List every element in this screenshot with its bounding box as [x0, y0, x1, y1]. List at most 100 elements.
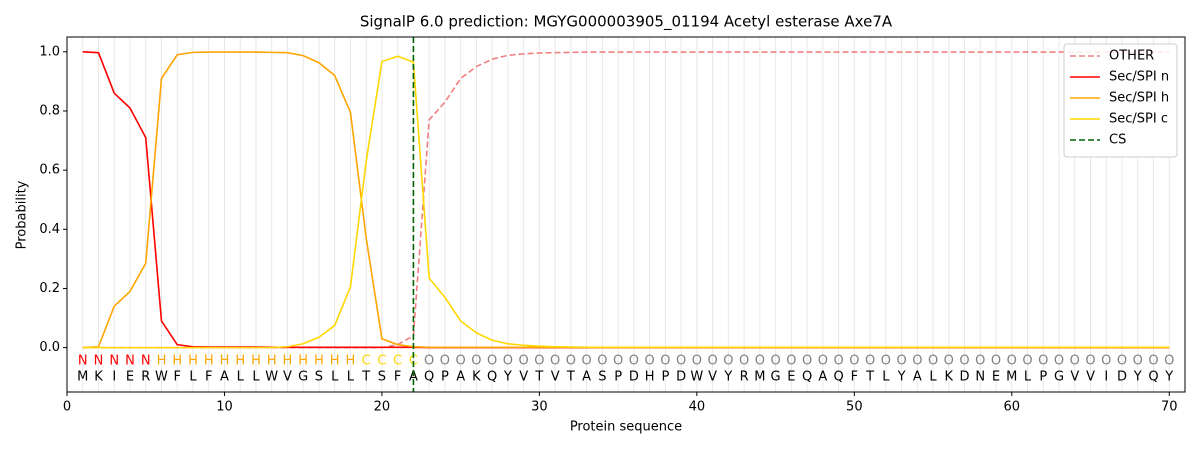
- legend-label: Sec/SPI n: [1109, 70, 1169, 85]
- residue-label: H: [188, 354, 198, 369]
- residue-label: C: [377, 354, 386, 369]
- sequence-letter: Y: [1164, 370, 1173, 385]
- series-line: [82, 50, 1170, 349]
- y-tick-label: 0.0: [39, 340, 60, 355]
- sequence-letter: K: [94, 370, 103, 385]
- sequence-letter: L: [347, 370, 355, 385]
- residue-label: O: [1038, 354, 1048, 369]
- residue-label: O: [770, 354, 780, 369]
- sequence-letter: Y: [723, 370, 732, 385]
- residue-label: O: [487, 354, 497, 369]
- sequence-letter: P: [614, 370, 622, 385]
- sequence-letter: A: [913, 370, 922, 385]
- residue-label: O: [503, 354, 513, 369]
- sequence-letter: Q: [487, 370, 497, 385]
- sequence-letter: F: [394, 370, 401, 385]
- residue-label: O: [975, 354, 985, 369]
- residue-label: H: [267, 354, 277, 369]
- sequence-letter: D: [1117, 370, 1127, 385]
- residue-label: H: [172, 354, 182, 369]
- residue-label: H: [283, 354, 293, 369]
- legend-label: Sec/SPI h: [1109, 91, 1169, 106]
- residue-label: C: [393, 354, 402, 369]
- residue-label: H: [346, 354, 356, 369]
- legend-box: [1063, 43, 1178, 158]
- sequence-letter: A: [409, 370, 418, 385]
- sequence-letter: F: [205, 370, 212, 385]
- sequence-letter: M: [754, 370, 765, 385]
- sequence-letter: G: [1054, 370, 1064, 385]
- residue-label: O: [818, 354, 828, 369]
- sequence-letter: P: [661, 370, 669, 385]
- sequence-letter: F: [173, 370, 180, 385]
- x-tick-label: 40: [689, 400, 706, 415]
- sequence-letter: A: [818, 370, 827, 385]
- residue-label: N: [78, 354, 88, 369]
- residue-label: O: [786, 354, 796, 369]
- sequence-letter: D: [676, 370, 686, 385]
- sequence-letter: V: [283, 370, 292, 385]
- sequence-letter: E: [992, 370, 1000, 385]
- sequence-letter: T: [566, 370, 575, 385]
- sequence-letter: L: [929, 370, 937, 385]
- residue-label: O: [739, 354, 749, 369]
- residue-label: O: [660, 354, 670, 369]
- sequence-letter: K: [472, 370, 481, 385]
- y-tick-label: 0.4: [39, 222, 60, 237]
- residue-label: O: [519, 354, 529, 369]
- residue-label: H: [204, 354, 214, 369]
- residue-label: H: [330, 354, 340, 369]
- sequence-letter: W: [265, 370, 278, 385]
- residue-label: N: [141, 354, 151, 369]
- residue-label: O: [1054, 354, 1064, 369]
- y-tick-label: 1.0: [39, 44, 60, 59]
- residue-label: O: [755, 354, 765, 369]
- residue-label: O: [534, 354, 544, 369]
- residue-label: O: [991, 354, 1001, 369]
- y-tick-label: 0.6: [39, 163, 60, 178]
- residue-label: O: [456, 354, 466, 369]
- sequence-letter: E: [787, 370, 795, 385]
- sequence-letter: A: [456, 370, 465, 385]
- residue-label: O: [597, 354, 607, 369]
- sequence-letter: Y: [503, 370, 512, 385]
- residue-label: O: [723, 354, 733, 369]
- sequence-letter: V: [551, 370, 560, 385]
- sequence-letter: Y: [897, 370, 906, 385]
- series-line: [82, 55, 1170, 349]
- residue-label: O: [802, 354, 812, 369]
- residue-label: O: [1070, 354, 1080, 369]
- legend-label: OTHER: [1109, 49, 1154, 64]
- x-axis-label: Protein sequence: [570, 420, 682, 435]
- sequence-letter: L: [331, 370, 339, 385]
- sequence-letter: N: [975, 370, 985, 385]
- sequence-letter: L: [189, 370, 197, 385]
- sequence-letter: A: [582, 370, 591, 385]
- x-tick-label: 0: [63, 400, 71, 415]
- residue-label: O: [865, 354, 875, 369]
- residue-label: O: [1007, 354, 1017, 369]
- sequence-letter: V: [1070, 370, 1079, 385]
- residue-label: O: [944, 354, 954, 369]
- sequence-letter: Q: [802, 370, 812, 385]
- residue-label: O: [645, 354, 655, 369]
- legend-label: Sec/SPI c: [1109, 112, 1168, 127]
- chart-title: SignalP 6.0 prediction: MGYG000003905_01…: [360, 13, 893, 32]
- sequence-letter: P: [441, 370, 449, 385]
- sequence-letter: S: [315, 370, 323, 385]
- x-tick-label: 10: [216, 400, 233, 415]
- sequence-letter: V: [519, 370, 528, 385]
- series-line: [82, 51, 1170, 349]
- residue-label: O: [1022, 354, 1032, 369]
- sequence-letter: Y: [1133, 370, 1142, 385]
- sequence-letter: E: [126, 370, 134, 385]
- sequence-letter: V: [1086, 370, 1095, 385]
- residue-label: O: [440, 354, 450, 369]
- series-line: [82, 51, 1170, 349]
- sequence-letter: Q: [833, 370, 843, 385]
- y-tick-label: 0.2: [39, 281, 60, 296]
- residue-label: O: [707, 354, 717, 369]
- residue-label: O: [629, 354, 639, 369]
- residue-label: O: [692, 354, 702, 369]
